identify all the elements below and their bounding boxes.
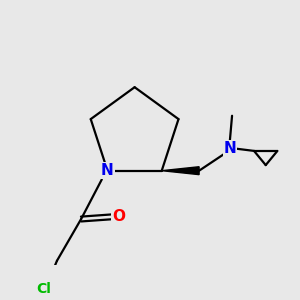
Text: Cl: Cl bbox=[36, 282, 51, 296]
Polygon shape bbox=[162, 167, 199, 175]
Text: N: N bbox=[224, 141, 236, 156]
Text: N: N bbox=[101, 163, 114, 178]
Text: O: O bbox=[112, 209, 125, 224]
